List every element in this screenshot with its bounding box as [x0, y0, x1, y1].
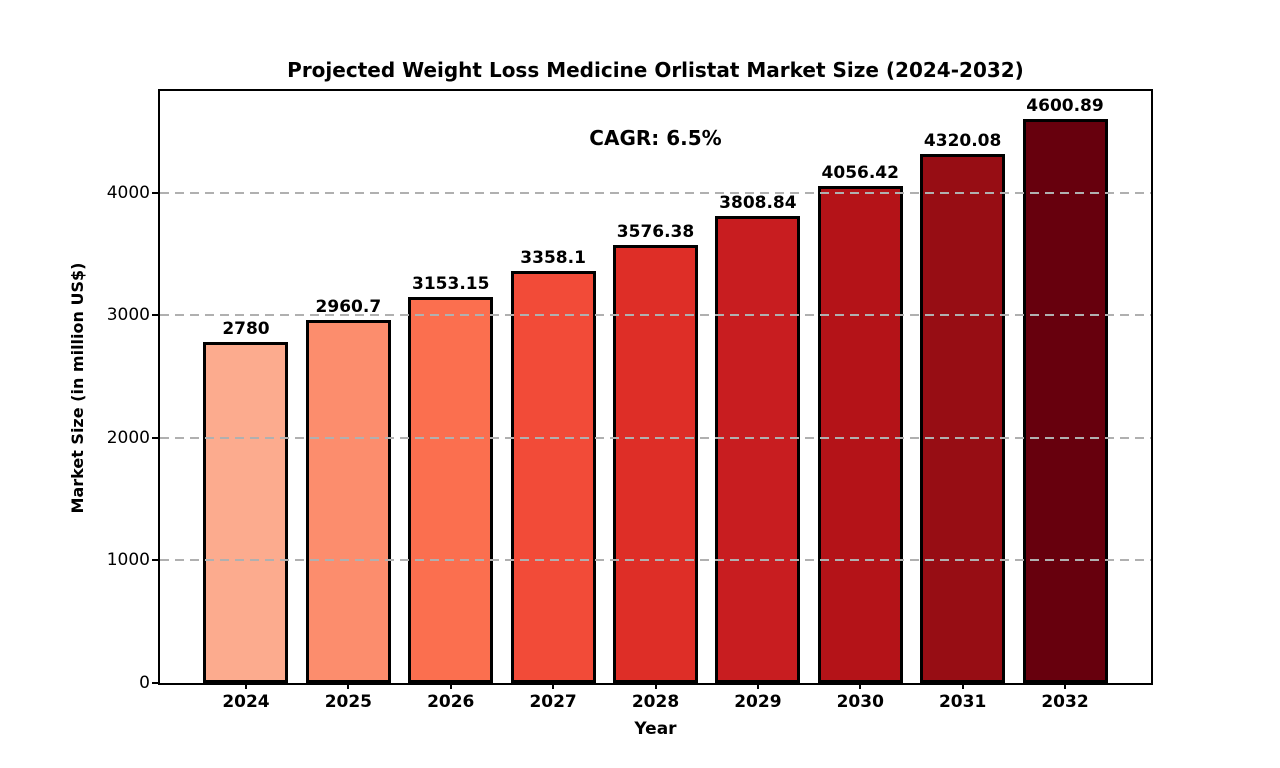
gridline-2000	[160, 436, 1151, 439]
bar-value-2026: 3153.15	[412, 273, 490, 294]
bar-value-2024: 2780	[222, 319, 270, 340]
bar-2032	[1022, 119, 1108, 683]
y-tick-mark-4000	[152, 191, 160, 194]
x-tick-mark-2031	[961, 683, 964, 689]
bar-2026	[408, 296, 494, 683]
gridline-3000	[160, 314, 1151, 317]
x-tick-label-2030: 2030	[836, 692, 884, 712]
gridline-1000	[160, 559, 1151, 562]
bar-value-2028: 3576.38	[616, 221, 695, 242]
plot-area: CAGR: 6.5% 2780 2960.7 3153.15 3358.1 3576.3…	[160, 91, 1151, 683]
x-tick-label-2028: 2028	[631, 692, 680, 712]
x-tick-mark-2032	[1064, 683, 1066, 689]
y-tick-label-2000: 2000	[106, 427, 150, 448]
x-tick-label-2029: 2029	[734, 692, 782, 712]
y-tick-mark-1000	[152, 559, 160, 562]
x-axis-label: Year	[634, 719, 677, 739]
bar-2028	[613, 244, 698, 683]
bar-2031	[920, 153, 1006, 683]
bar-2027	[510, 271, 596, 683]
x-tick-label-2025: 2025	[324, 692, 373, 712]
bar-value-2030: 4056.42	[821, 162, 899, 183]
x-tick-label-2031: 2031	[938, 692, 987, 712]
x-tick-mark-2024	[244, 683, 247, 689]
y-axis-label: Market Size (in million US$)	[68, 262, 87, 514]
x-tick-label-2027: 2027	[529, 692, 577, 712]
y-tick-mark-0	[152, 682, 160, 684]
cagr-annotation: CAGR: 6.5%	[589, 126, 722, 150]
x-tick-mark-2029	[756, 683, 759, 689]
x-tick-mark-2025	[347, 683, 350, 689]
y-tick-mark-2000	[152, 436, 160, 439]
x-tick-mark-2030	[859, 683, 862, 689]
x-tick-label-2032: 2032	[1041, 692, 1089, 712]
bar-value-2029: 3808.84	[719, 193, 797, 214]
y-tick-label-0: 0	[139, 673, 150, 693]
x-tick-label-2026: 2026	[427, 692, 475, 712]
bar-2030	[817, 185, 903, 683]
x-tick-label-2024: 2024	[222, 692, 270, 712]
bar-2025	[305, 320, 391, 683]
bar-2024	[203, 342, 289, 683]
y-tick-label-4000: 4000	[106, 182, 150, 203]
y-tick-label-1000: 1000	[106, 550, 150, 571]
bar-value-2031: 4320.08	[923, 130, 1002, 151]
bar-value-2025: 2960.7	[315, 297, 382, 318]
bar-value-2027: 3358.1	[520, 248, 586, 269]
x-tick-mark-2028	[654, 683, 657, 689]
y-tick-label-3000: 3000	[106, 305, 150, 326]
x-tick-mark-2027	[552, 683, 555, 689]
y-tick-mark-3000	[152, 314, 160, 317]
bar-2029	[715, 216, 801, 683]
x-tick-mark-2026	[449, 683, 452, 689]
chart-title: Projected Weight Loss Medicine Orlistat …	[287, 58, 1024, 82]
bar-value-2032: 4600.89	[1026, 96, 1104, 117]
gridline-4000	[160, 191, 1151, 194]
